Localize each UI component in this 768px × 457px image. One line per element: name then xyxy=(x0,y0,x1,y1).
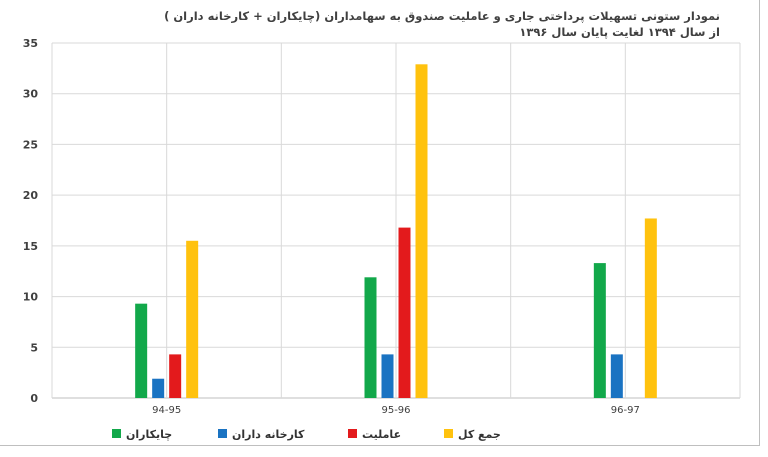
y-tick-label: 25 xyxy=(23,138,38,151)
bar xyxy=(398,227,411,398)
x-tick-label: 95-96 xyxy=(381,405,410,416)
bar xyxy=(644,218,657,398)
bar xyxy=(135,303,148,398)
bar xyxy=(593,263,606,398)
bar xyxy=(186,240,199,398)
x-tick-label: 94-95 xyxy=(152,405,181,416)
y-tick-label: 10 xyxy=(23,291,39,304)
chart-frame xyxy=(0,0,760,446)
y-tick-label: 30 xyxy=(23,88,39,101)
bar xyxy=(610,354,623,398)
legend-label: جمع کل xyxy=(458,428,501,441)
x-tick-label: 96-97 xyxy=(611,405,640,416)
y-tick-label: 20 xyxy=(23,189,39,202)
bar xyxy=(152,378,165,398)
bar xyxy=(169,354,182,398)
y-tick-label: 35 xyxy=(23,37,38,50)
legend-label: چایکاران xyxy=(126,428,172,441)
chart-title: نمودار ستونی تسهیلات پرداختی جاری و عامل… xyxy=(164,9,720,23)
legend-swatch xyxy=(444,429,453,438)
y-tick-label: 0 xyxy=(30,392,38,405)
y-tick-label: 5 xyxy=(30,341,38,354)
y-tick-label: 15 xyxy=(23,240,38,253)
legend-label: کارخانه داران xyxy=(232,428,305,441)
legend-label: عاملیت xyxy=(362,428,401,441)
bar xyxy=(364,277,377,398)
legend-swatch xyxy=(218,429,227,438)
bar xyxy=(415,64,428,399)
legend-swatch xyxy=(112,429,121,438)
bar xyxy=(381,354,394,398)
legend-swatch xyxy=(348,429,357,438)
chart-subtitle: از سال ۱۳۹۴ لغایت پایان سال ۱۳۹۶ xyxy=(519,25,720,39)
